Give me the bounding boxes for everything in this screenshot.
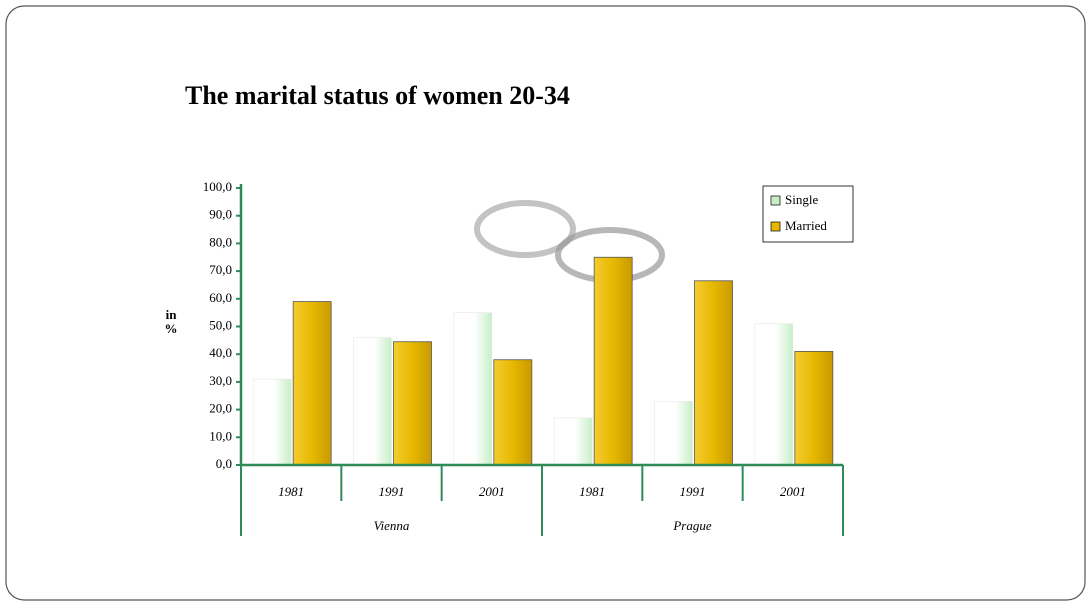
bar (353, 337, 392, 466)
bar (654, 400, 693, 466)
bar (553, 417, 593, 466)
bar (252, 378, 292, 466)
y-tick-label: 10,0 (209, 428, 232, 443)
y-tick-label: 60,0 (209, 290, 232, 305)
y-tick-label: 20,0 (209, 401, 232, 416)
legend-label: Married (785, 218, 827, 233)
bar (453, 312, 493, 466)
bar (794, 351, 834, 466)
y-tick-label: 50,0 (209, 317, 232, 332)
bar (493, 359, 533, 466)
legend-label: Single (785, 192, 818, 207)
group-label: Vienna (374, 518, 410, 533)
chart-title: The marital status of women 20-34 (185, 81, 570, 110)
y-tick-label: 70,0 (209, 262, 232, 277)
legend-swatch (770, 221, 781, 232)
x-tick-label: 1981 (278, 484, 304, 499)
bar (393, 341, 432, 466)
y-tick-label: 100,0 (203, 179, 232, 194)
x-tick-label: 1981 (579, 484, 605, 499)
y-tick-label: 0,0 (216, 456, 232, 471)
x-tick-label: 2001 (479, 484, 505, 499)
y-axis-label: in % (164, 307, 178, 336)
x-tick-label: 2001 (780, 484, 806, 499)
x-tick-label: 1991 (680, 484, 706, 499)
y-tick-label: 40,0 (209, 345, 232, 360)
bar (694, 280, 733, 466)
bar (292, 301, 332, 466)
y-tick-label: 90,0 (209, 207, 232, 222)
bar (754, 323, 794, 466)
y-tick-label: 80,0 (209, 234, 232, 249)
x-tick-label: 1991 (379, 484, 405, 499)
legend-box (762, 185, 854, 243)
ring-decoration (474, 200, 576, 258)
bar (593, 256, 633, 466)
y-tick-label: 30,0 (209, 373, 232, 388)
group-label: Prague (672, 518, 712, 533)
legend-swatch (770, 195, 781, 206)
